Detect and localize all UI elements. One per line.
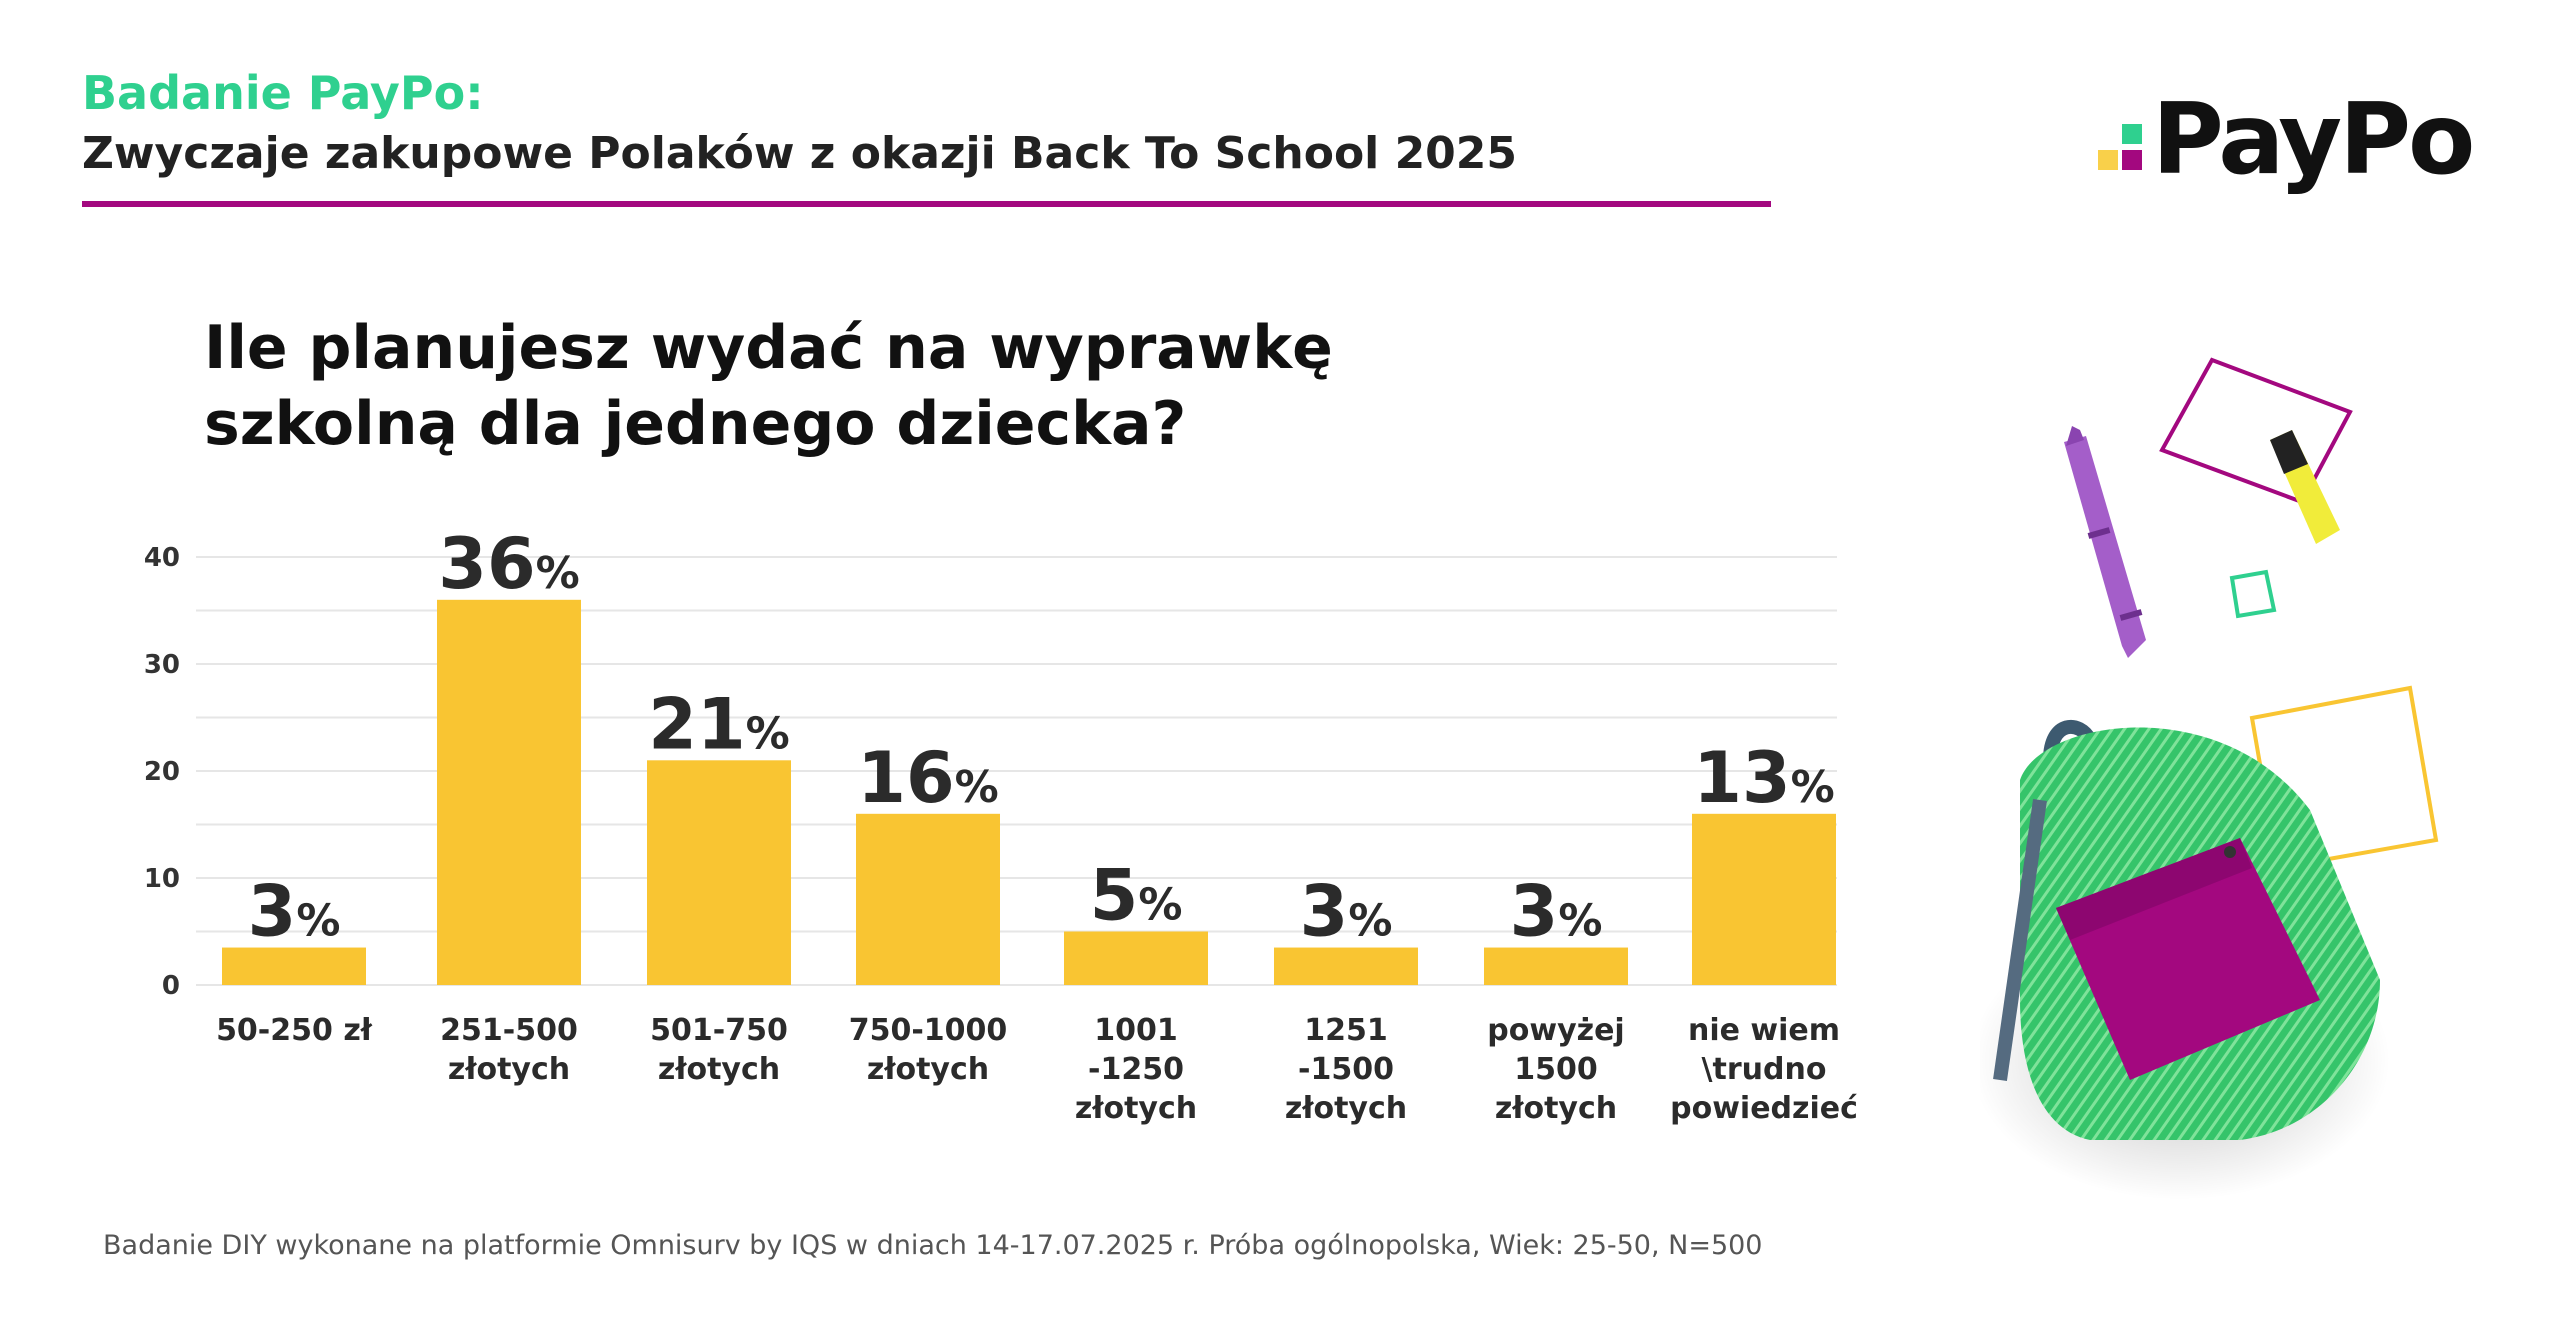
question-line-1: Ile planujesz wydać na wyprawkę: [204, 313, 1333, 383]
category-label: -1250: [1088, 1052, 1184, 1087]
data-label: 36%: [438, 523, 580, 605]
category-label: 251-500: [440, 1013, 578, 1048]
category-label: złotych: [1495, 1091, 1617, 1126]
category-label: 1500: [1514, 1052, 1598, 1087]
purple-crayon-icon: [2064, 426, 2146, 658]
category-label: \trudno: [1702, 1052, 1827, 1087]
bar: [856, 813, 1000, 985]
logo-square-green-icon: [2122, 124, 2142, 144]
percent-sign: %: [1348, 896, 1392, 947]
bar: [437, 599, 581, 985]
paypo-logo: PayPo: [2098, 80, 2498, 200]
bar: [1692, 813, 1836, 985]
category-label: 1001: [1094, 1013, 1178, 1048]
category-label: 750-1000: [849, 1013, 1008, 1048]
y-tick-label: 20: [144, 757, 180, 787]
y-tick-label: 30: [144, 650, 180, 680]
category-label: 1251: [1304, 1013, 1388, 1048]
y-tick-label: 40: [144, 543, 180, 573]
category-label: złotych: [448, 1052, 570, 1087]
bar: [647, 760, 791, 985]
percent-sign: %: [1791, 762, 1835, 813]
data-label: 3%: [1510, 871, 1603, 953]
percent-sign: %: [1558, 896, 1602, 947]
data-label: 5%: [1090, 855, 1183, 937]
logo-text: PayPo: [2152, 83, 2475, 197]
bar: [1484, 947, 1628, 985]
back-to-school-illustration: [1980, 357, 2439, 1200]
category-label: złotych: [658, 1052, 780, 1087]
y-tick-label: 0: [162, 971, 180, 1001]
category-label: 501-750: [650, 1013, 788, 1048]
y-tick-label: 10: [144, 864, 180, 894]
percent-sign: %: [1138, 880, 1182, 931]
kicker-title: Badanie PayPo:: [82, 66, 484, 120]
bar: [222, 947, 366, 985]
question-line-2: szkolną dla jednego dziecka?: [204, 389, 1187, 459]
green-square-outline-icon: [2229, 569, 2277, 619]
report-subtitle: Zwyczaje zakupowe Polaków z okazji Back …: [82, 128, 1518, 179]
percent-sign: %: [955, 762, 999, 813]
category-label: 50-250 zł: [216, 1013, 373, 1048]
category-label: powiedzieć: [1670, 1091, 1858, 1126]
category-label: -1500: [1298, 1052, 1394, 1087]
data-label: 21%: [648, 683, 790, 765]
bar-chart: 0 10 20 30 40 3% 50-250 zł 36% 251-500 złotych 21%…: [144, 523, 1858, 1126]
logo-square-yellow-icon: [2098, 150, 2118, 170]
backpack-icon: [1993, 719, 2380, 1140]
category-label: złotych: [1075, 1091, 1197, 1126]
percent-sign: %: [746, 708, 790, 759]
purple-square-outline-icon: [2159, 357, 2353, 505]
category-label: nie wiem: [1688, 1013, 1840, 1048]
percent-sign: %: [296, 896, 340, 947]
percent-sign: %: [536, 548, 580, 599]
chart-question: Ile planujesz wydać na wyprawkę szkolną …: [204, 310, 1333, 462]
title-divider: [82, 201, 1771, 207]
bar: [1274, 947, 1418, 985]
highlighter-icon: [2270, 430, 2340, 544]
category-label: powyżej: [1487, 1013, 1624, 1048]
data-label: 13%: [1693, 737, 1835, 819]
survey-footnote: Badanie DIY wykonane na platformie Omnis…: [103, 1230, 1763, 1261]
data-label: 16%: [857, 737, 999, 819]
category-label: złotych: [1285, 1091, 1407, 1126]
data-label: 3%: [248, 871, 341, 953]
data-label: 3%: [1300, 871, 1393, 953]
logo-square-purple-icon: [2122, 150, 2142, 170]
bar: [1064, 931, 1208, 985]
category-label: złotych: [867, 1052, 989, 1087]
